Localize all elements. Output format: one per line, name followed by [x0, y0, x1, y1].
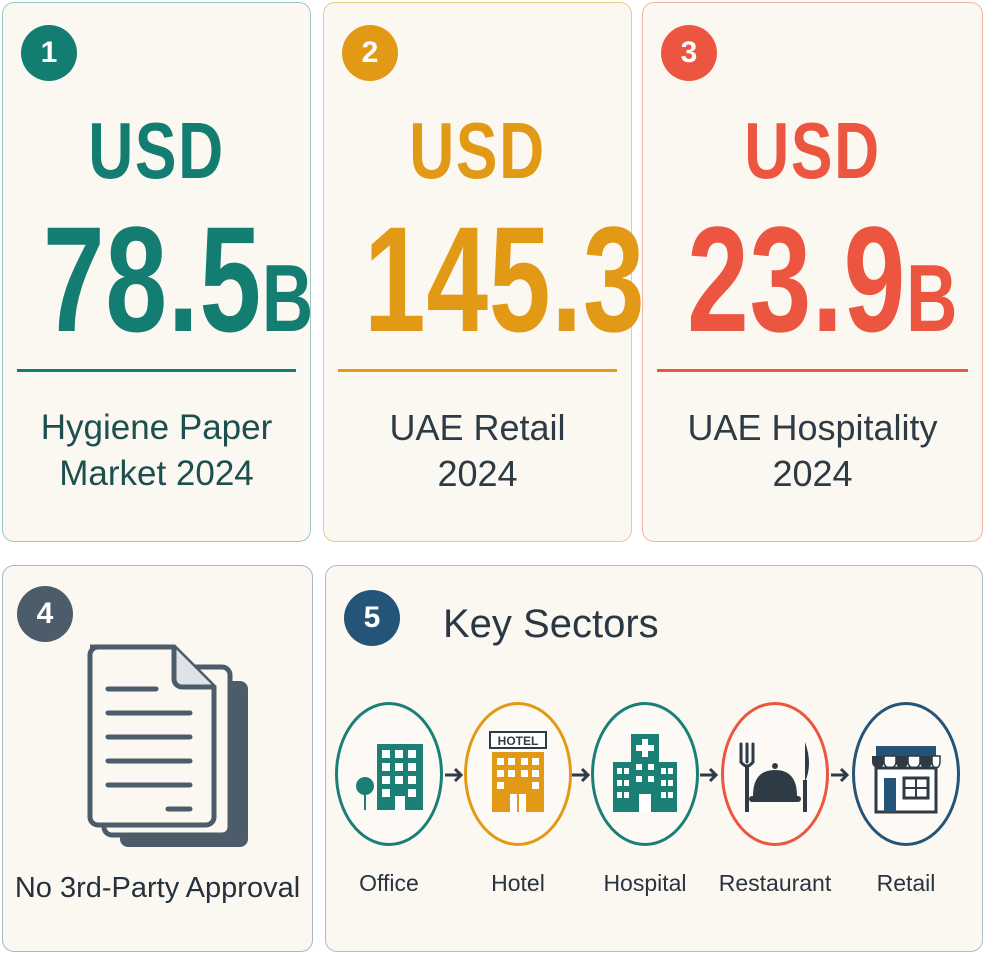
key-sectors-card: 5 Key Sectors HOTEL [325, 565, 983, 952]
stat-amount: 78.5B [42, 193, 313, 366]
step-badge-3: 3 [661, 25, 717, 81]
step-badge-2: 2 [342, 25, 398, 81]
sector-label-retail: Retail [876, 870, 936, 896]
arrow-right-icon [700, 767, 719, 783]
sector-label-hotel: Hotel [491, 870, 545, 896]
caption-line-1: UAE Hospitality [687, 407, 938, 448]
divider [657, 369, 968, 372]
hotel-sign-text: HOTEL [498, 734, 539, 748]
caption-line-2: Market 2024 [59, 454, 254, 493]
stat-caption: Hygiene Paper Market 2024 [3, 405, 310, 497]
step-badge-1: 1 [21, 25, 77, 81]
restaurant-icon [739, 742, 809, 812]
hospital-icon [613, 734, 677, 812]
stat-value: 145.3 [363, 195, 646, 363]
stat-unit: B [261, 245, 314, 352]
approval-caption: No 3rd-Party Approval [14, 872, 301, 904]
caption-line-1: Hygiene Paper [40, 408, 273, 447]
document-stack-icon [84, 641, 254, 860]
currency-label: USD [409, 106, 546, 195]
arrow-right-icon [445, 767, 464, 783]
sector-hotel: HOTEL [464, 702, 572, 846]
arrow-right-icon [572, 767, 591, 783]
stat-value: 23.9 [687, 195, 907, 363]
stat-card-uae-retail: 2 USD 145.3B UAE Retail 2024 [323, 2, 697, 542]
stat-card-uae-hospitality: 3 USD 23.9B UAE Hospitality 2024 [642, 2, 983, 542]
divider [17, 369, 296, 372]
step-badge-4: 4 [17, 586, 73, 642]
stat-caption: UAE Retail 2024 [324, 405, 631, 497]
arrow-right-icon [831, 767, 850, 783]
caption-line-2: 2024 [772, 453, 853, 494]
stat-amount: 145.3B [364, 193, 697, 366]
sector-retail [852, 702, 960, 846]
step-badge-5: 5 [344, 590, 400, 646]
stat-card-hygiene-paper: 1 USD 78.5B Hygiene Paper Market 2024 [2, 2, 313, 542]
currency-label: USD [88, 106, 225, 195]
sector-office [335, 702, 443, 846]
stat-caption: UAE Hospitality 2024 [643, 405, 982, 497]
stat-value: 78.5 [42, 195, 262, 363]
sector-label-hospital: Hospital [603, 870, 687, 896]
stat-unit: B [906, 245, 958, 352]
caption-line-1: UAE Retail [389, 407, 566, 448]
sector-hospital [591, 702, 699, 846]
sector-label-restaurant: Restaurant [718, 870, 832, 896]
caption-line-2: 2024 [437, 453, 518, 494]
sector-restaurant [721, 702, 829, 846]
retail-store-icon [872, 746, 941, 814]
hotel-icon: HOTEL [489, 731, 547, 812]
sector-label-office: Office [359, 870, 419, 896]
key-sectors-title: Key Sectors [443, 602, 659, 646]
divider [338, 369, 617, 372]
office-building-icon [356, 744, 423, 810]
stat-amount: 23.9B [687, 193, 957, 366]
currency-label: USD [744, 106, 881, 195]
